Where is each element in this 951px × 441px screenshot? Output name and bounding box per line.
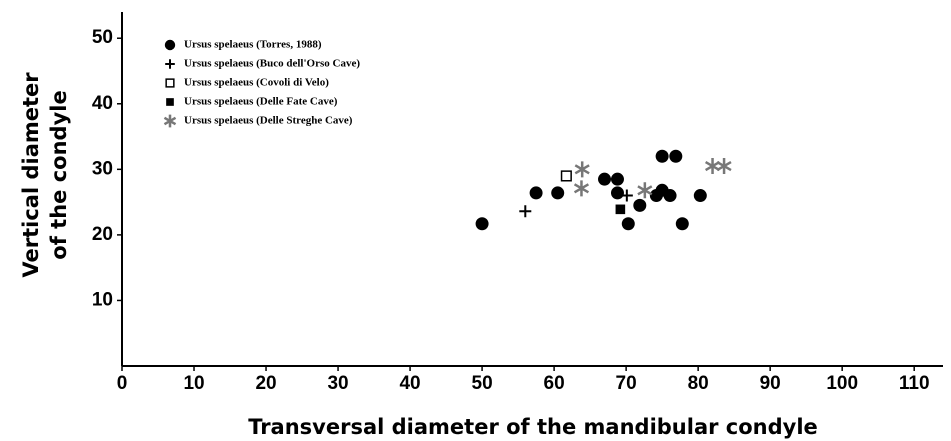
x-tick-label: 100: [826, 373, 858, 394]
point: [704, 158, 721, 175]
y-tick-label: 50: [92, 27, 113, 48]
point: [475, 217, 489, 231]
x-tick-label: 0: [117, 373, 128, 394]
point: [637, 182, 653, 199]
point: [621, 217, 635, 231]
x-axis-title: Transversal diameter of the mandibular c…: [248, 415, 818, 439]
legend-label: Ursus spelaeus (Delle Streghe Cave): [184, 115, 353, 127]
x-tick-label: 110: [899, 373, 930, 394]
point: [675, 217, 689, 231]
legend-marker: [165, 59, 175, 69]
x-tick-label: 30: [327, 373, 348, 394]
point: [573, 180, 590, 197]
point: [551, 186, 565, 200]
point: [610, 172, 624, 186]
x-tick-label: 10: [183, 373, 204, 394]
y-axis-title: Vertical diameter: [19, 72, 43, 278]
point: [529, 186, 543, 200]
y-tick-label: 40: [92, 93, 113, 114]
x-tick-label: 70: [616, 373, 637, 394]
y-axis-title: of the condyle: [47, 90, 71, 259]
x-tick-label: 80: [688, 373, 709, 394]
legend-label: Ursus spelaeus (Buco dell'Orso Cave): [184, 58, 360, 70]
point: [669, 149, 683, 163]
y-tick-label: 20: [92, 224, 113, 245]
point: [560, 170, 572, 182]
x-tick-label: 20: [255, 373, 276, 394]
point: [693, 189, 707, 203]
point: [663, 189, 677, 203]
legend-marker: [166, 98, 174, 106]
legend-label: Ursus spelaeus (Torres, 1988): [184, 39, 322, 51]
x-tick-label: 90: [760, 373, 781, 394]
point: [574, 161, 590, 178]
x-tick-label: 40: [399, 373, 420, 394]
point: [716, 158, 732, 175]
legend-marker: [163, 114, 177, 128]
y-tick-label: 10: [92, 289, 113, 310]
legend-marker: [165, 78, 175, 88]
x-tick-label: 50: [472, 373, 493, 394]
point: [610, 186, 624, 200]
legend-marker: [164, 39, 176, 51]
point: [598, 172, 612, 186]
legend-label: Ursus spelaeus (Delle Fate Cave): [184, 96, 338, 108]
y-tick-label: 30: [92, 158, 113, 179]
point: [615, 204, 626, 215]
point: [633, 198, 647, 212]
point: [519, 205, 532, 218]
x-tick-label: 60: [544, 373, 565, 394]
point: [620, 189, 633, 202]
legend-label: Ursus spelaeus (Covoli di Velo): [184, 77, 329, 89]
point: [655, 149, 669, 163]
